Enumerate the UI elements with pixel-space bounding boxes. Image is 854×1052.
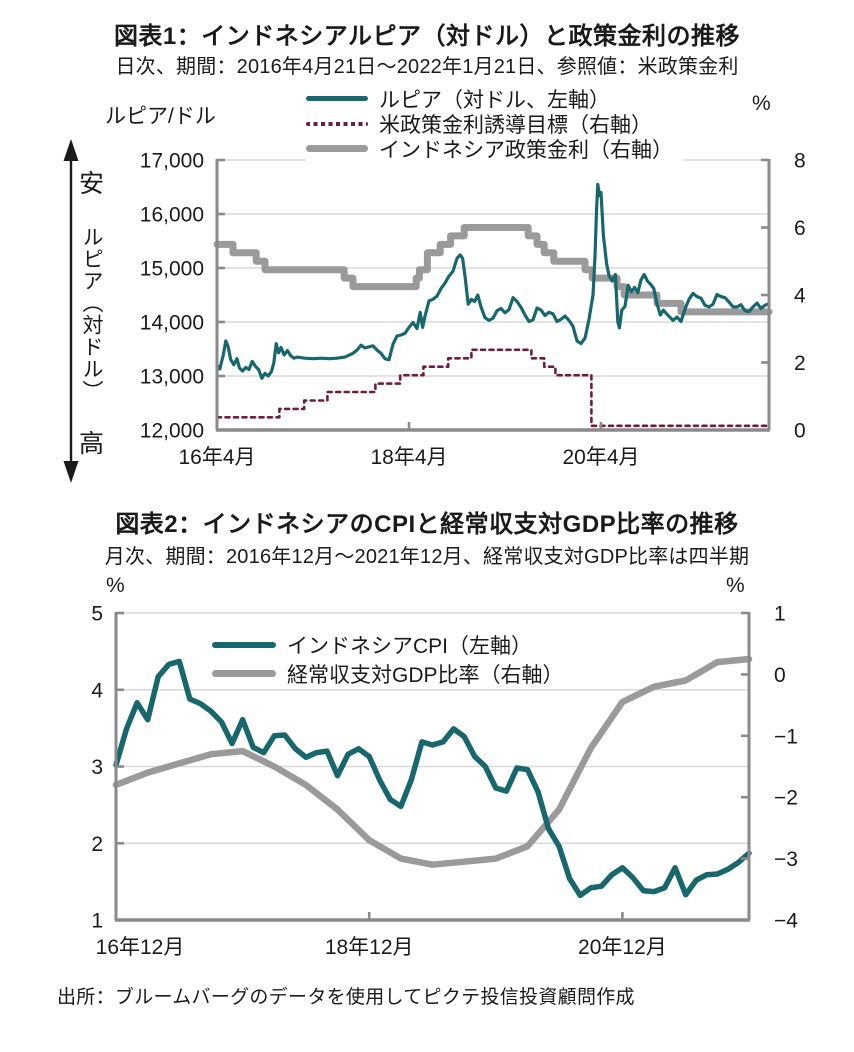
left-tick-label: 12,000	[140, 420, 204, 443]
rupiah-strong-label: 高	[79, 430, 105, 458]
right-tick-label: 4	[794, 285, 806, 308]
x-tick-label: 20年4月	[562, 446, 639, 469]
fed-target-line-swatch	[306, 121, 368, 126]
figure1-legend: ルピア（対ドル、左軸） 米政策金利誘導目標（右軸） インドネシア政策金利（右軸）	[306, 86, 683, 162]
left-tick-label: 15,000	[140, 258, 204, 281]
right-tick-label: −2	[774, 787, 798, 810]
series-line	[215, 182, 771, 380]
left-tick-label: 1	[91, 910, 103, 933]
figure2-title: 図表2：インドネシアのCPIと経常収支対GDP比率の推移	[115, 511, 739, 538]
rupiah-weak-label: 安	[79, 170, 105, 198]
left-tick-label: 13,000	[140, 366, 204, 389]
right-tick-label: −4	[774, 910, 798, 933]
series-line	[113, 658, 752, 899]
figure2-right-axis-unit: %	[726, 574, 745, 597]
x-tick-label: 20年12月	[578, 936, 667, 959]
legend-label-fed-target: 米政策金利誘導目標（右軸）	[379, 113, 652, 137]
left-tick-label: 3	[91, 756, 103, 779]
figure1-right-axis-unit: %	[752, 92, 771, 115]
arrow-head-down	[63, 461, 79, 483]
legend-item-bi-policy-rate: インドネシア政策金利（右軸）	[306, 136, 683, 162]
right-tick-label: 1	[774, 603, 786, 626]
series-line	[213, 224, 773, 316]
x-tick-label: 18年4月	[370, 446, 447, 469]
left-tick-label: 14,000	[140, 312, 204, 335]
legend-label-current-account: 経常収支対GDP比率（右軸）	[287, 663, 564, 687]
legend-item-cpi: インドネシアCPI（左軸）	[212, 630, 574, 659]
legend-item-current-account: 経常収支対GDP比率（右軸）	[212, 659, 574, 688]
series-line	[215, 348, 771, 428]
left-tick-label: 2	[91, 833, 103, 856]
rupiah-axis-annotation: ルピア（対ドル）	[80, 226, 103, 402]
current-account-line-swatch	[212, 670, 276, 677]
legend-item-rupiah: ルピア（対ドル、左軸）	[306, 86, 683, 112]
x-tick-label: 16年4月	[178, 446, 255, 469]
right-tick-label: 0	[774, 664, 786, 687]
legend-label-bi-policy-rate: インドネシア政策金利（右軸）	[379, 138, 673, 162]
left-tick-label: 17,000	[140, 150, 204, 173]
source-note: 出所：ブルームバーグのデータを使用してピクテ投信投資顧問作成	[57, 987, 635, 1008]
right-tick-label: 6	[794, 217, 806, 240]
x-tick-label: 16年12月	[96, 936, 185, 959]
left-tick-label: 16,000	[140, 204, 204, 227]
figure2-subtitle: 月次、期間：2016年12月～2021年12月、経常収支対GDP比率は四半期	[104, 546, 750, 568]
arrow-head-up	[63, 139, 79, 161]
figure2-left-axis-unit: %	[106, 574, 125, 597]
series-line	[112, 655, 753, 868]
legend-label-cpi: インドネシアCPI（左軸）	[287, 634, 533, 658]
cpi-line-swatch	[212, 641, 276, 648]
figure2-legend: インドネシアCPI（左軸） 経常収支対GDP比率（右軸）	[212, 630, 574, 688]
left-tick-label: 5	[91, 603, 103, 626]
right-tick-label: −1	[774, 725, 798, 748]
legend-item-fed-target: 米政策金利誘導目標（右軸）	[306, 111, 683, 137]
right-tick-label: 8	[794, 150, 806, 173]
bi-policy-rate-line-swatch	[306, 145, 368, 152]
right-tick-label: −3	[774, 848, 798, 871]
right-tick-label: 2	[794, 352, 806, 375]
figure1-subtitle: 日次、期間：2016年4月21日～2022年1月21日、参照値：米政策金利	[115, 56, 739, 78]
legend-label-rupiah: ルピア（対ドル、左軸）	[379, 88, 610, 112]
rupiah-line-swatch	[306, 96, 368, 101]
figure1-title: 図表1：インドネシアルピア（対ドル）と政策金利の推移	[113, 23, 741, 50]
x-tick-label: 18年12月	[325, 936, 414, 959]
right-tick-label: 0	[794, 420, 806, 443]
figure1-left-axis-unit: ルピア/ドル	[105, 105, 216, 128]
left-tick-label: 4	[91, 679, 103, 702]
